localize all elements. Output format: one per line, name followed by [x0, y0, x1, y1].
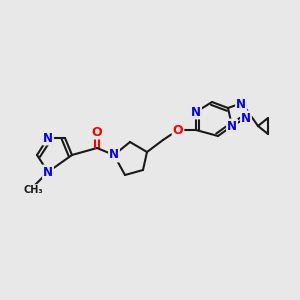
Text: N: N: [241, 112, 251, 124]
Text: N: N: [191, 106, 201, 118]
Text: N: N: [43, 131, 53, 145]
Text: O: O: [92, 125, 102, 139]
Text: N: N: [227, 119, 237, 133]
Text: N: N: [236, 98, 246, 110]
Text: N: N: [109, 148, 119, 161]
Text: O: O: [173, 124, 183, 136]
Text: N: N: [43, 166, 53, 178]
Text: CH₃: CH₃: [23, 185, 43, 195]
